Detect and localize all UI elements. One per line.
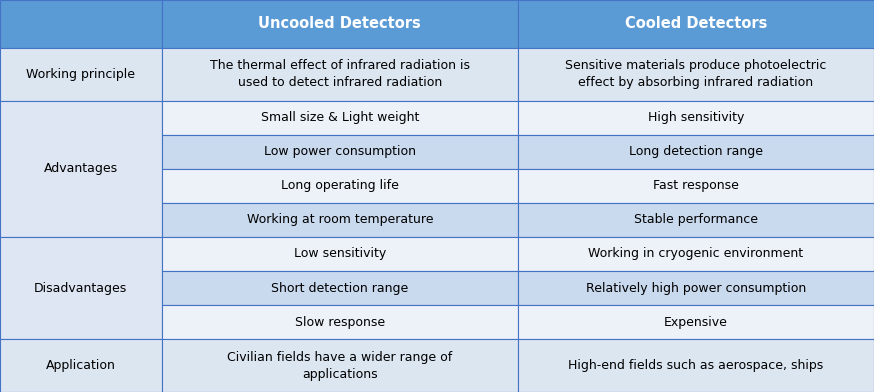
Text: Working at room temperature: Working at room temperature bbox=[246, 213, 433, 226]
Text: Application: Application bbox=[46, 359, 115, 372]
Bar bbox=[517, 339, 874, 392]
Bar bbox=[0, 0, 162, 48]
Text: Low sensitivity: Low sensitivity bbox=[294, 247, 386, 260]
Text: Sensitive materials produce photoelectric
effect by absorbing infrared radiation: Sensitive materials produce photoelectri… bbox=[565, 59, 827, 89]
Text: Long detection range: Long detection range bbox=[629, 145, 763, 158]
Text: Relatively high power consumption: Relatively high power consumption bbox=[586, 281, 806, 294]
Text: Working in cryogenic environment: Working in cryogenic environment bbox=[588, 247, 803, 260]
Text: Cooled Detectors: Cooled Detectors bbox=[625, 16, 767, 31]
Bar bbox=[162, 48, 517, 101]
Bar bbox=[0, 339, 162, 392]
Text: Fast response: Fast response bbox=[653, 179, 739, 192]
Bar bbox=[517, 0, 874, 48]
Text: Civilian fields have a wider range of
applications: Civilian fields have a wider range of ap… bbox=[227, 350, 453, 381]
Text: Working principle: Working principle bbox=[26, 68, 135, 81]
Bar bbox=[517, 271, 874, 305]
Bar bbox=[517, 169, 874, 203]
Bar bbox=[162, 237, 517, 271]
Bar bbox=[0, 237, 162, 339]
Bar bbox=[517, 203, 874, 237]
Bar bbox=[517, 237, 874, 271]
Text: Stable performance: Stable performance bbox=[634, 213, 758, 226]
Bar bbox=[162, 203, 517, 237]
Text: Long operating life: Long operating life bbox=[281, 179, 399, 192]
Text: Small size & Light weight: Small size & Light weight bbox=[260, 111, 419, 124]
Bar bbox=[162, 0, 517, 48]
Bar bbox=[0, 101, 162, 237]
Bar bbox=[162, 271, 517, 305]
Bar bbox=[517, 134, 874, 169]
Bar bbox=[517, 48, 874, 101]
Text: Slow response: Slow response bbox=[295, 316, 385, 328]
Bar bbox=[162, 101, 517, 134]
Text: The thermal effect of infrared radiation is
used to detect infrared radiation: The thermal effect of infrared radiation… bbox=[210, 59, 469, 89]
Text: High sensitivity: High sensitivity bbox=[648, 111, 744, 124]
Bar bbox=[517, 305, 874, 339]
Text: Disadvantages: Disadvantages bbox=[34, 281, 128, 294]
Text: High-end fields such as aerospace, ships: High-end fields such as aerospace, ships bbox=[568, 359, 823, 372]
Bar bbox=[162, 169, 517, 203]
Bar bbox=[162, 339, 517, 392]
Text: Short detection range: Short detection range bbox=[271, 281, 408, 294]
Text: Low power consumption: Low power consumption bbox=[264, 145, 416, 158]
Text: Expensive: Expensive bbox=[664, 316, 728, 328]
Bar bbox=[162, 305, 517, 339]
Bar bbox=[162, 134, 517, 169]
Bar bbox=[0, 48, 162, 101]
Text: Advantages: Advantages bbox=[44, 162, 118, 175]
Bar bbox=[517, 101, 874, 134]
Text: Uncooled Detectors: Uncooled Detectors bbox=[259, 16, 421, 31]
